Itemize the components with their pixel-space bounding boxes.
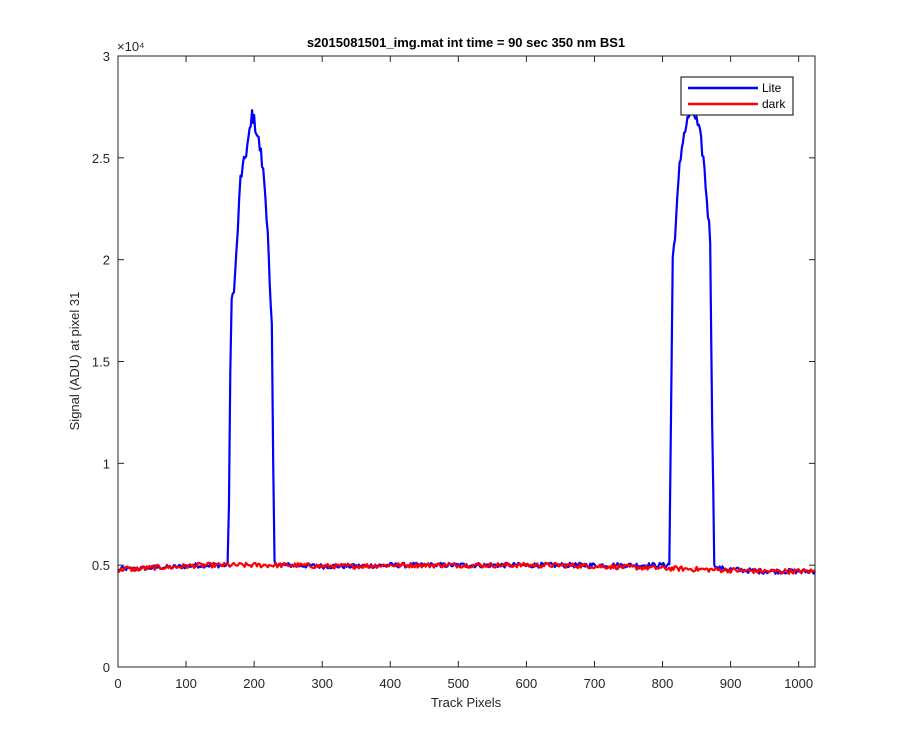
ticks-layer: 0 100 200 300 400 500 600 700 800 900 1000 0 0.5 1 1.5…	[92, 49, 815, 691]
x-tick-label: 100	[175, 676, 197, 691]
x-tick-label: 300	[311, 676, 333, 691]
legend-box	[680, 76, 794, 116]
x-tick-label: 600	[516, 676, 538, 691]
axes-box	[117, 55, 816, 668]
x-tick-label: 400	[379, 676, 401, 691]
x-tick-label: 200	[243, 676, 265, 691]
series-line-dark	[117, 561, 816, 575]
y-exponent-label: ×10⁴	[117, 39, 145, 54]
legend-label-dark: dark	[762, 97, 786, 111]
y-tick-label: 3	[103, 49, 110, 64]
y-tick-label: 2	[103, 253, 110, 268]
x-tick-label: 1000	[784, 676, 813, 691]
legend-label-lite: Lite	[762, 81, 782, 95]
y-tick-label: 0.5	[92, 558, 110, 573]
x-axis-label: Track Pixels	[431, 695, 502, 710]
x-tick-label: 900	[720, 676, 742, 691]
y-tick-label: 2.5	[92, 151, 110, 166]
series-layer	[117, 103, 816, 575]
y-axis-label: Signal (ADU) at pixel 31	[67, 292, 82, 431]
x-tick-label: 0	[114, 676, 121, 691]
y-tick-label: 1.5	[92, 355, 110, 370]
chart-title: s2015081501_img.mat int time = 90 sec 35…	[307, 35, 625, 50]
y-tick-label: 0	[103, 660, 110, 675]
x-tick-label: 800	[652, 676, 674, 691]
x-tick-label: 700	[584, 676, 606, 691]
x-tick-label: 500	[447, 676, 469, 691]
legend: Lite dark	[680, 76, 794, 116]
y-tick-label: 1	[103, 456, 110, 471]
